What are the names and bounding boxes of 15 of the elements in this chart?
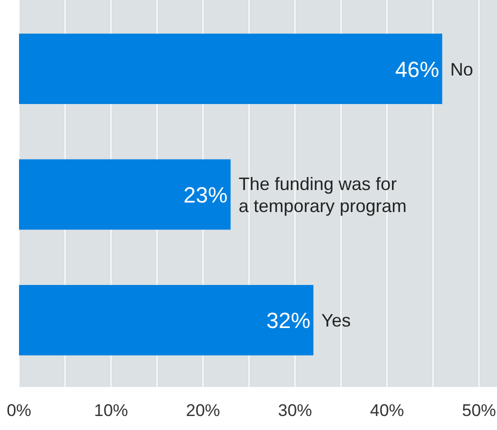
data-label: 32% bbox=[266, 308, 310, 334]
y-tick-label: The funding was for a temporary program bbox=[238, 174, 407, 216]
x-tick-label: 50% bbox=[462, 401, 496, 420]
bar bbox=[19, 159, 231, 230]
x-tick-label: 10% bbox=[94, 401, 128, 420]
bar bbox=[19, 34, 442, 104]
x-tick-label: 40% bbox=[370, 401, 404, 420]
bar bbox=[19, 284, 314, 356]
data-label: 46% bbox=[395, 56, 440, 82]
x-tick-label: 0% bbox=[6, 401, 32, 420]
y-tick-label: Yes bbox=[321, 310, 351, 331]
y-tick-label: No bbox=[450, 59, 474, 80]
data-label: 23% bbox=[184, 182, 228, 208]
x-tick-label: 20% bbox=[186, 401, 220, 420]
x-tick-label: 30% bbox=[278, 401, 312, 420]
